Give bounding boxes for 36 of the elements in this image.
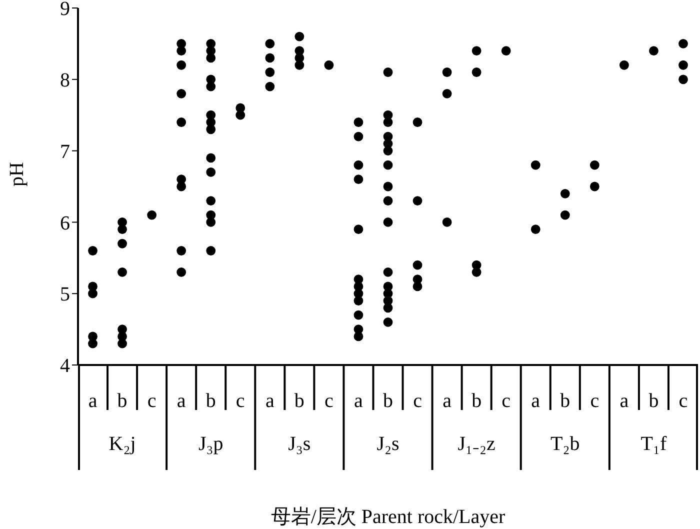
x-tick-label: T₂b xyxy=(550,433,580,455)
legend-label: b xyxy=(117,390,128,412)
text: c xyxy=(678,390,688,412)
x-tick-label: J₃p xyxy=(198,433,224,455)
text: c xyxy=(590,390,600,412)
text: b xyxy=(472,390,482,412)
text: b xyxy=(560,390,570,412)
text: b xyxy=(648,390,659,412)
text: c xyxy=(502,390,511,412)
y-tick-label: 5 xyxy=(60,284,70,306)
text: a xyxy=(442,390,452,412)
x-tick-label: T₁f xyxy=(640,433,667,455)
text: b xyxy=(206,390,216,412)
text: c xyxy=(324,390,334,412)
y-tick-label: 9 xyxy=(60,0,70,20)
text: b xyxy=(294,390,304,412)
legend-label: c xyxy=(236,390,245,412)
text: a xyxy=(88,390,98,412)
y-tick-label: 4 xyxy=(60,355,70,378)
y-tick-label: 7 xyxy=(60,140,70,163)
text: c xyxy=(147,390,156,412)
text: b xyxy=(383,390,393,412)
y-tick-label: 8 xyxy=(60,70,70,92)
text: a xyxy=(620,390,629,412)
x-axis-title: 母岩/层次 Parent rock/Layer xyxy=(270,506,506,528)
text: a xyxy=(265,390,274,412)
legend-label: a xyxy=(176,390,186,412)
x-tick-label: J₃s xyxy=(288,433,311,455)
text: a xyxy=(531,390,540,412)
x-tick-label: J₁₋₂z xyxy=(458,433,496,455)
x-tick-label: K₂j xyxy=(108,433,136,455)
y-tick-label: 6 xyxy=(60,212,70,234)
text: a xyxy=(354,390,363,412)
text: c xyxy=(413,390,422,412)
x-tick-label: J₂s xyxy=(376,433,400,455)
y-axis-title: pH xyxy=(6,162,28,186)
